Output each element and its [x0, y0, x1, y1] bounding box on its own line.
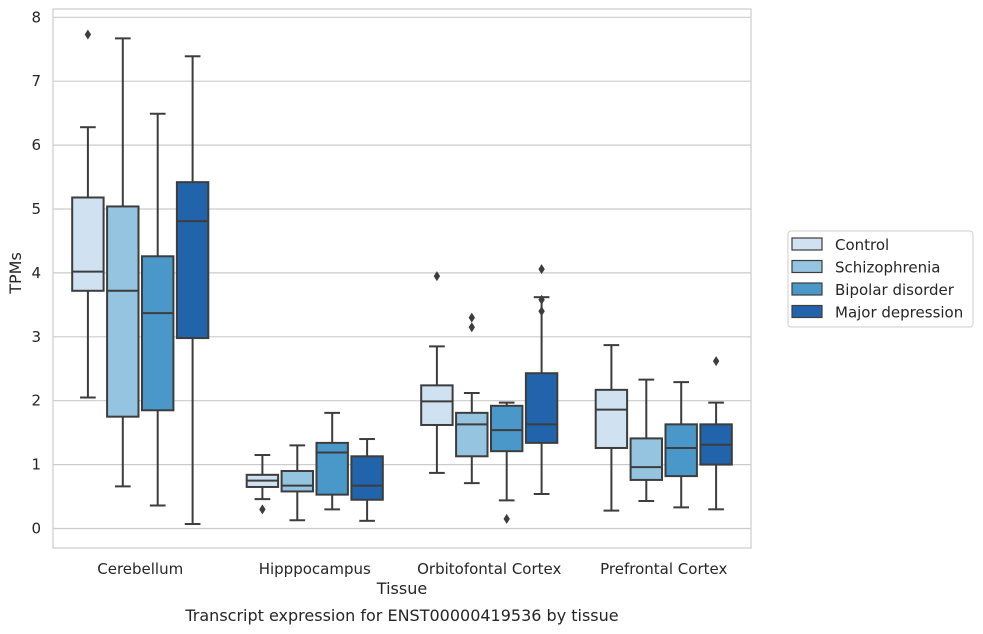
boxes-layer [71, 29, 733, 526]
legend-swatch [791, 237, 823, 251]
outlier-point [468, 312, 475, 323]
box-body [315, 441, 349, 496]
box-4-1 [594, 344, 629, 512]
y-tick-label: 6 [31, 136, 41, 154]
legend-item-2: Schizophrenia [791, 259, 940, 277]
x-tick-label: Hipppocampus [259, 560, 371, 578]
box-body [106, 205, 140, 418]
box-2-2 [280, 444, 315, 522]
outlier-point [433, 271, 441, 282]
box-2-4 [350, 438, 384, 522]
x-tick-label: Cerebellum [97, 560, 183, 578]
y-tick-label: 8 [31, 8, 41, 26]
box-body [594, 388, 629, 449]
box-4-3 [664, 381, 698, 509]
legend-item-1: Control [791, 236, 889, 254]
box-3-4 [524, 264, 559, 495]
outlier-point [538, 264, 545, 275]
box-body [524, 372, 559, 444]
box-body [455, 411, 489, 458]
box-body [280, 469, 315, 493]
box-body [175, 181, 210, 340]
box-2-3 [315, 411, 349, 511]
y-tick-label: 1 [31, 456, 41, 474]
box-body [140, 255, 175, 412]
box-1-3 [140, 112, 175, 507]
legend: Control Schizophrenia Bipolar disorder Majo… [787, 230, 974, 328]
box-body [489, 404, 524, 453]
y-tick-labels: 0 1 2 3 4 5 6 7 8 [31, 8, 41, 537]
box-3-2 [455, 312, 489, 485]
box-body [71, 196, 105, 292]
legend-items: Control Schizophrenia Bipolar disorder Majo… [791, 236, 963, 322]
legend-swatch [791, 259, 823, 274]
box-body [350, 455, 384, 501]
legend-label: Major depression [835, 304, 963, 322]
y-tick-label: 3 [31, 328, 41, 346]
outlier-point [468, 322, 475, 333]
outlier-point [538, 306, 545, 317]
legend-label: Schizophrenia [835, 259, 940, 277]
legend-swatch [791, 282, 823, 296]
y-tick-label: 7 [31, 72, 41, 90]
plot-frame [52, 8, 752, 549]
legend-frame [787, 230, 974, 328]
box-1-1 [71, 29, 105, 399]
y-axis-label: TPMs [6, 252, 25, 295]
outlier-point [503, 513, 510, 524]
y-tick-label: 5 [31, 200, 41, 218]
box-3-3 [489, 401, 524, 524]
y-tick-label: 0 [31, 520, 41, 538]
y-tick-label: 4 [31, 264, 41, 282]
outlier-point [712, 356, 720, 367]
chart-caption: Transcript expression for ENST0000041953… [184, 606, 618, 625]
box-body [664, 423, 698, 478]
box-1-2 [106, 37, 140, 488]
outlier-point [259, 504, 266, 515]
y-tick-label: 2 [31, 392, 41, 410]
legend-label: Control [835, 236, 889, 254]
legend-swatch [791, 304, 823, 319]
x-axis-label: Tissue [376, 579, 427, 598]
x-tick-label: Prefrontal Cortex [600, 560, 727, 578]
box-body [629, 437, 664, 481]
legend-item-3: Bipolar disorder [791, 281, 955, 299]
legend-label: Bipolar disorder [835, 281, 955, 299]
box-body [420, 384, 454, 426]
outlier-point [538, 294, 545, 305]
x-tick-label: Orbitofontal Cortex [417, 560, 561, 578]
box-3-1 [420, 271, 454, 474]
x-tick-labels: Cerebellum Hipppocampus Orbitofontal Corte… [97, 560, 727, 578]
legend-item-4: Major depression [791, 304, 963, 322]
box-2-1 [245, 454, 280, 515]
outlier-point [84, 29, 92, 40]
box-1-4 [175, 55, 210, 526]
box-4-2 [629, 378, 664, 503]
box-4-4 [699, 356, 733, 511]
